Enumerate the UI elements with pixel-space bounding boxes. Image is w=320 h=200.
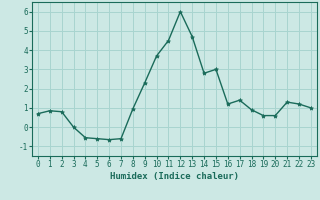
X-axis label: Humidex (Indice chaleur): Humidex (Indice chaleur) — [110, 172, 239, 181]
